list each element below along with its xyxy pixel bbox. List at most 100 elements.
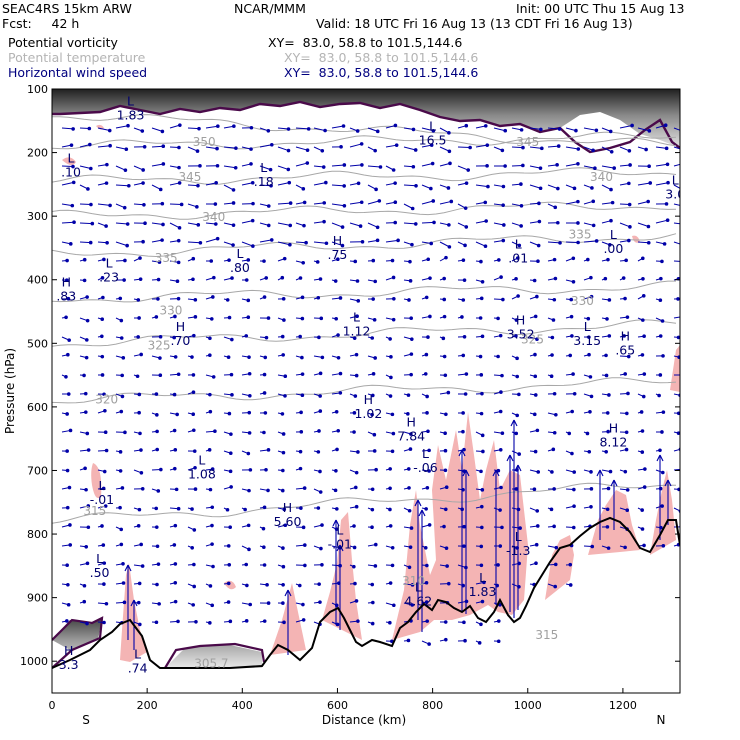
wind-vector-head xyxy=(479,411,484,416)
wind-vector-head xyxy=(538,186,543,191)
wind-vector-head xyxy=(370,525,374,529)
wind-vector xyxy=(529,146,542,149)
wind-vector xyxy=(565,241,579,244)
jet-vector-head xyxy=(417,499,422,507)
wind-vector xyxy=(223,165,236,169)
wind-vector xyxy=(385,239,399,243)
wind-vector-head xyxy=(193,315,198,319)
wind-vector xyxy=(61,127,74,130)
wind-vector-head xyxy=(266,316,271,320)
wind-vector-head xyxy=(372,432,377,437)
wind-vector-head xyxy=(499,485,503,490)
wind-vector-head xyxy=(643,467,647,471)
wind-vector-head xyxy=(172,392,177,397)
wind-vector-head xyxy=(177,145,181,150)
extremum-marker: H xyxy=(621,328,630,343)
wind-vector-head xyxy=(342,163,347,167)
wind-vector-head xyxy=(281,432,286,436)
wind-vector-head xyxy=(82,373,86,378)
wind-vector-head xyxy=(567,431,572,436)
jet-vector-head xyxy=(517,464,522,472)
wind-vector-head xyxy=(496,316,500,321)
wind-vector-head xyxy=(624,447,629,452)
wind-vector-head xyxy=(123,258,127,263)
wind-vector-head xyxy=(406,638,411,643)
wind-vector-head xyxy=(175,412,179,417)
extremum-value: 3.15 xyxy=(573,333,601,348)
wind-vector-head xyxy=(298,466,303,471)
wind-vector-head xyxy=(355,279,360,283)
wind-vector-head xyxy=(122,278,126,282)
wind-vector-head xyxy=(519,204,524,208)
wind-vector-head xyxy=(352,524,356,528)
wind-vector xyxy=(277,165,289,170)
wind-vector-head xyxy=(287,180,292,185)
wind-vector-head xyxy=(500,525,504,530)
wind-vector-head xyxy=(335,447,339,452)
y-tick-label: 900 xyxy=(27,592,48,605)
wind-vector-head xyxy=(426,335,430,339)
wind-vector-head xyxy=(154,620,159,625)
wind-vector-head xyxy=(191,428,196,433)
wind-vector xyxy=(421,163,433,167)
wind-vector-head xyxy=(570,451,574,456)
wind-vector-head xyxy=(262,619,267,623)
wind-vector xyxy=(349,143,362,148)
wind-vector xyxy=(331,241,343,247)
wind-vector-head xyxy=(442,524,446,529)
wind-vector-head xyxy=(249,147,253,151)
wind-vector-head xyxy=(157,602,161,606)
wind-vector-head xyxy=(143,221,147,226)
wind-vector-head xyxy=(461,411,465,415)
wind-vector-head xyxy=(119,318,124,323)
wind-vector-head xyxy=(461,298,466,302)
wind-vector-head xyxy=(550,470,554,474)
wind-vector-head xyxy=(393,123,398,128)
extremum-value: 1.83 xyxy=(469,584,497,599)
wind-vector-head xyxy=(572,391,577,396)
wind-vector-head xyxy=(681,130,684,133)
wind-vector-head xyxy=(85,621,89,626)
wind-vector-head xyxy=(371,393,375,398)
wind-vector-head xyxy=(213,429,217,434)
wind-vector-head xyxy=(302,486,307,490)
wind-vector-head xyxy=(192,333,196,338)
wind-vector-head xyxy=(246,451,251,456)
wind-vector xyxy=(151,127,163,132)
wind-vector-head xyxy=(88,142,92,147)
wind-vector-head xyxy=(137,581,142,586)
wind-vector-head xyxy=(409,352,414,356)
extremum-marker: H xyxy=(176,319,185,334)
wind-vector-head xyxy=(231,201,236,205)
terrain-line xyxy=(52,516,680,669)
wind-vector-head xyxy=(390,258,395,263)
wind-vector xyxy=(601,146,612,153)
jet-vector-head xyxy=(421,509,426,517)
wind-vector-head xyxy=(210,505,215,510)
wind-vector-head xyxy=(515,256,520,260)
wind-vector-head xyxy=(120,394,125,399)
wind-vector-head xyxy=(154,315,159,319)
wind-vector-head xyxy=(370,487,375,492)
wind-vector-head xyxy=(191,277,195,282)
wind-vector-head xyxy=(103,409,107,413)
extremum-marker: L xyxy=(68,150,75,165)
wind-vector-head xyxy=(483,124,488,128)
wind-vector-head xyxy=(388,467,392,471)
wind-vector-head xyxy=(533,393,538,397)
wind-vector-head xyxy=(262,372,267,377)
wind-vector-head xyxy=(496,619,501,623)
wind-vector-head xyxy=(571,525,576,530)
wind-vector-head xyxy=(484,219,488,223)
wind-vector xyxy=(313,127,326,132)
extremum-value: 3.3 xyxy=(59,657,79,672)
wind-vector-head xyxy=(428,314,432,319)
jet-vector-head xyxy=(414,499,419,507)
wind-vector-head xyxy=(460,315,464,319)
wind-vector-head xyxy=(269,183,273,188)
wind-vector xyxy=(403,222,416,225)
wind-vector-head xyxy=(496,563,500,567)
wind-vector-head xyxy=(480,525,484,530)
wind-vector-head xyxy=(479,469,483,474)
wind-vector xyxy=(277,146,289,152)
